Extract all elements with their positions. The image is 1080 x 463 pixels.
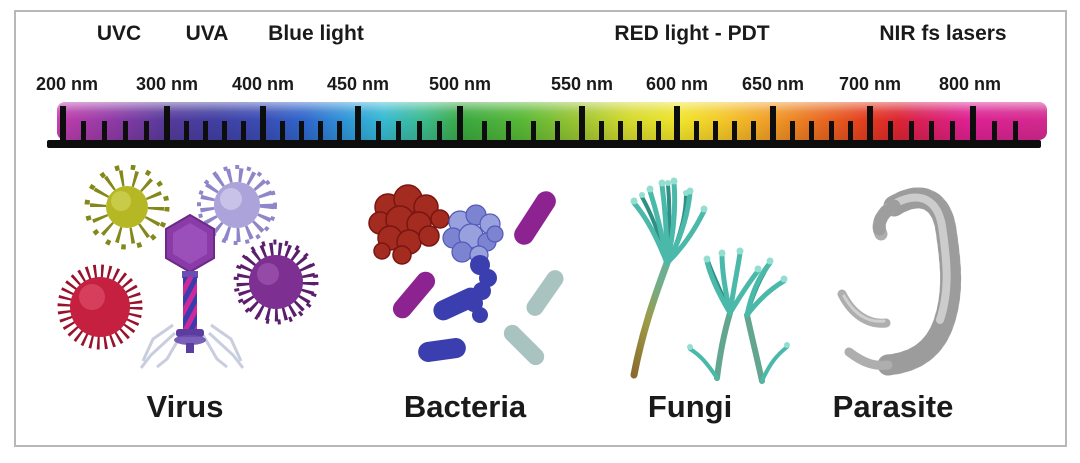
major-tick <box>579 106 585 140</box>
major-tick <box>355 106 361 140</box>
minor-tick <box>222 121 227 140</box>
wavelength-label: 300 nm <box>135 74 199 94</box>
minor-tick <box>713 121 718 140</box>
fungi-figure <box>630 177 790 384</box>
minor-tick <box>694 121 699 140</box>
minor-tick <box>144 121 149 140</box>
bacteriophage <box>139 213 245 369</box>
minor-tick <box>437 121 442 140</box>
wavelength-label: 200 nm <box>35 74 99 94</box>
spore-brush-bottom <box>687 247 790 384</box>
major-tick <box>164 106 170 140</box>
wavelength-label: 500 nm <box>428 74 492 94</box>
band-label-uva: UVA <box>185 22 229 45</box>
rod-teal-bottom <box>503 324 545 366</box>
ruler-baseline <box>47 140 1041 148</box>
rod-teal-right <box>526 270 564 316</box>
parasite-label: Parasite <box>832 389 954 424</box>
minor-tick <box>751 121 756 140</box>
virus-particle-red <box>57 264 143 350</box>
minor-tick <box>992 121 997 140</box>
major-tick <box>770 106 776 140</box>
wavelength-label: 600 nm <box>645 74 709 94</box>
minor-tick <box>417 121 422 140</box>
minor-tick <box>531 121 536 140</box>
minor-tick <box>102 121 107 140</box>
minor-tick <box>950 121 955 140</box>
minor-tick <box>203 121 208 140</box>
virus-particle-purple <box>233 239 319 325</box>
wavelength-label: 700 nm <box>838 74 902 94</box>
major-tick <box>867 106 873 140</box>
minor-tick <box>599 121 604 140</box>
bacteria-figure <box>368 184 564 366</box>
minor-tick <box>888 121 893 140</box>
wavelength-label: 550 nm <box>550 74 614 94</box>
minor-tick <box>337 121 342 140</box>
conidiophore-stalk <box>630 259 671 379</box>
spore-brush-top <box>630 177 708 266</box>
virus-particle-yellow <box>84 165 170 250</box>
rod-blue-bottom <box>418 338 466 362</box>
minor-tick <box>318 121 323 140</box>
parasite-figure <box>837 187 962 376</box>
minor-tick <box>555 121 560 140</box>
minor-tick <box>790 121 795 140</box>
major-tick <box>457 106 463 140</box>
rod-blue-middle <box>433 287 481 321</box>
minor-tick <box>637 121 642 140</box>
minor-tick <box>184 121 189 140</box>
parasite-fragment <box>837 289 891 328</box>
staph-cluster-red <box>368 184 450 265</box>
minor-tick <box>123 121 128 140</box>
bacteria-label: Bacteria <box>403 389 527 424</box>
minor-tick <box>482 121 487 140</box>
major-tick <box>970 106 976 140</box>
parasite-worm-body <box>844 187 962 376</box>
minor-tick <box>280 121 285 140</box>
minor-tick <box>809 121 814 140</box>
virus-figure <box>57 165 319 369</box>
rod-purple-top <box>514 191 556 245</box>
minor-tick <box>1013 121 1018 140</box>
minor-tick <box>929 121 934 140</box>
minor-tick <box>656 121 661 140</box>
minor-tick <box>81 121 86 140</box>
band-label-nir-fs-lasers: NIR fs lasers <box>879 22 1007 45</box>
virus-label: Virus <box>146 389 224 424</box>
minor-tick <box>506 121 511 140</box>
virus-particle-lavender <box>197 165 277 245</box>
band-label-red-light-pdt: RED light - PDT <box>614 22 770 45</box>
minor-tick <box>848 121 853 140</box>
minor-tick <box>909 121 914 140</box>
fungi-label: Fungi <box>647 389 733 424</box>
wavelength-label: 400 nm <box>231 74 295 94</box>
rod-magenta <box>392 271 436 319</box>
minor-tick <box>732 121 737 140</box>
minor-tick <box>396 121 401 140</box>
minor-tick <box>299 121 304 140</box>
major-tick <box>60 106 66 140</box>
staph-cluster-periwinkle <box>442 204 504 265</box>
band-label-uvc: UVC <box>96 22 142 45</box>
wavelength-label: 800 nm <box>938 74 1002 94</box>
wavelength-label: 650 nm <box>741 74 805 94</box>
minor-tick <box>241 121 246 140</box>
minor-tick <box>829 121 834 140</box>
minor-tick <box>376 121 381 140</box>
major-tick <box>674 106 680 140</box>
major-tick <box>260 106 266 140</box>
minor-tick <box>618 121 623 140</box>
wavelength-label: 450 nm <box>326 74 390 94</box>
band-label-blue-light: Blue light <box>268 22 364 45</box>
